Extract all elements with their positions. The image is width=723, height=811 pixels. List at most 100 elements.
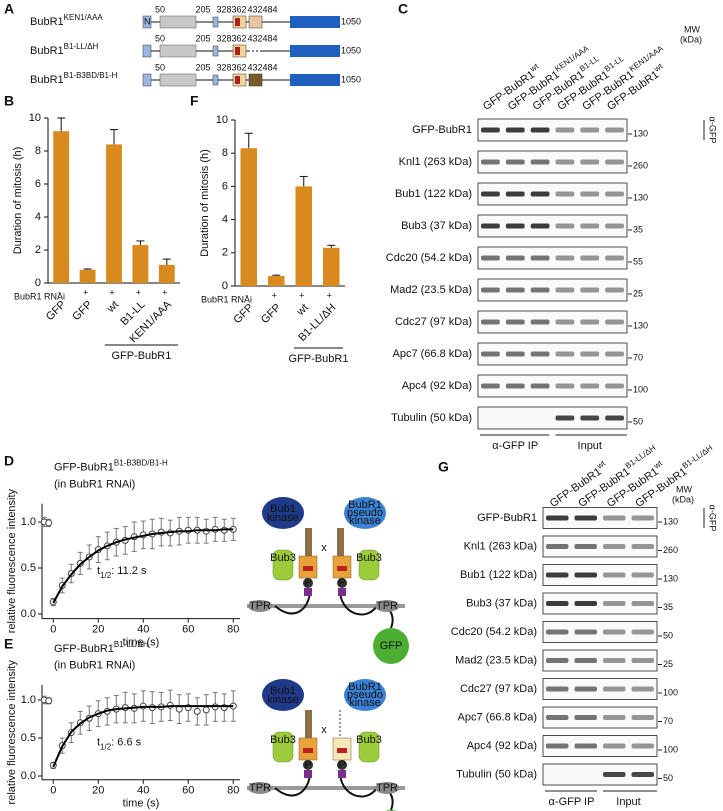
phospho-site bbox=[304, 770, 312, 778]
rnai-sign: + bbox=[109, 287, 114, 297]
y-tick-label: 2 bbox=[35, 244, 41, 256]
x-tick-label: GFP bbox=[70, 299, 94, 323]
bubr1-kinase bbox=[344, 679, 386, 711]
band bbox=[530, 351, 550, 357]
band bbox=[580, 351, 600, 357]
row-label: Bub1 (122 kDa) bbox=[395, 188, 472, 200]
y-tick-label: 8 bbox=[222, 147, 228, 159]
y-tick-label: 0.0 bbox=[21, 608, 36, 620]
b1-motif bbox=[337, 566, 347, 571]
blot-strip bbox=[477, 342, 628, 366]
mw-unit: (kDa) bbox=[672, 494, 694, 504]
band bbox=[603, 715, 626, 720]
band bbox=[574, 601, 597, 606]
band bbox=[555, 223, 575, 229]
rnai-label: BubR1 RNAi bbox=[201, 294, 252, 304]
x-tick-label: 40 bbox=[137, 624, 149, 636]
supscript: KEN1/AAA bbox=[64, 13, 104, 22]
band bbox=[555, 319, 575, 325]
tpr-label: TPR bbox=[376, 782, 398, 794]
kinase-label: Bub1 bbox=[270, 685, 296, 697]
bub3 bbox=[272, 549, 294, 581]
band bbox=[574, 686, 597, 692]
band bbox=[605, 287, 624, 293]
mw-label: 100 bbox=[663, 687, 678, 697]
y-tick-label: 6 bbox=[35, 178, 41, 190]
y-axis-label: relative fluorescence intensity bbox=[6, 660, 18, 805]
blot-strip bbox=[542, 592, 658, 615]
band bbox=[481, 383, 500, 389]
band bbox=[555, 351, 575, 357]
band bbox=[530, 159, 550, 165]
rnai-label: BubR1 RNAi bbox=[14, 291, 65, 301]
band bbox=[605, 319, 624, 325]
panel-label: G bbox=[438, 459, 449, 475]
row-label: Knl1 (263 kDa) bbox=[464, 540, 537, 552]
row-label: Bub3 (37 kDa) bbox=[466, 597, 537, 609]
band bbox=[505, 159, 525, 165]
domain-b1 bbox=[235, 76, 240, 84]
mw-label: 25 bbox=[633, 288, 643, 298]
antibody-label: α-GFP bbox=[708, 117, 718, 144]
residue: 205 bbox=[195, 62, 210, 72]
band bbox=[505, 287, 525, 293]
chart-subtitle: (in BubR1 RNAi) bbox=[54, 479, 135, 491]
band bbox=[574, 629, 597, 635]
rnai-sign: + bbox=[327, 290, 332, 300]
text-part: : 6.6 s bbox=[111, 736, 141, 748]
y-tick-label: 0 bbox=[222, 280, 228, 292]
tpr-label: TPR bbox=[249, 600, 271, 612]
x-tick-label: wt bbox=[294, 302, 311, 319]
band bbox=[481, 127, 500, 133]
phospho bbox=[337, 760, 347, 770]
band bbox=[530, 127, 550, 133]
band bbox=[574, 544, 597, 549]
panel-label: A bbox=[4, 1, 14, 17]
blot-strip bbox=[477, 278, 628, 302]
residue: 50 bbox=[155, 33, 165, 43]
band bbox=[605, 351, 624, 357]
ip-label: α-GFP IP bbox=[549, 796, 595, 808]
residue: 484 bbox=[262, 62, 277, 72]
residue: 484 bbox=[262, 33, 277, 43]
band bbox=[546, 658, 569, 663]
y-tick-label: 10 bbox=[216, 114, 228, 126]
mw-label: 50 bbox=[633, 416, 643, 426]
kinase-label: kinase bbox=[349, 515, 381, 527]
phospho-label: P bbox=[338, 577, 345, 589]
row-label: Apc4 (92 kDa) bbox=[467, 740, 537, 752]
rnai-sign: - bbox=[245, 290, 248, 300]
band bbox=[574, 743, 597, 749]
y-axis-label: Duration of mitosis (h) bbox=[199, 149, 211, 257]
y-tick-label: 0.0 bbox=[21, 770, 36, 782]
domain-n bbox=[142, 44, 152, 58]
band bbox=[481, 255, 500, 261]
band bbox=[574, 658, 597, 663]
band bbox=[580, 159, 600, 165]
residue: 50 bbox=[155, 4, 165, 14]
band bbox=[555, 191, 575, 197]
kinase-label: BubR1 bbox=[348, 499, 382, 511]
mw-unit: (kDa) bbox=[680, 34, 702, 44]
x-tick-label: 0 bbox=[50, 624, 56, 636]
bub3-label: Bub3 bbox=[356, 552, 382, 564]
band bbox=[481, 351, 500, 357]
gfp bbox=[373, 628, 409, 664]
mw-label: 260 bbox=[663, 545, 678, 555]
kinase-label: kinase bbox=[349, 697, 381, 709]
row-label: Cdc20 (54.2 kDa) bbox=[451, 626, 537, 638]
panel-label: B bbox=[4, 93, 14, 109]
residue: 484 bbox=[262, 4, 277, 14]
band bbox=[631, 572, 654, 578]
row-label: Tubulin (50 kDa) bbox=[456, 768, 537, 780]
band bbox=[631, 743, 654, 749]
row-label: Mad2 (23.5 kDa) bbox=[390, 284, 472, 296]
band bbox=[546, 715, 569, 720]
residue: 432 bbox=[247, 62, 262, 72]
band bbox=[530, 191, 550, 197]
band bbox=[505, 351, 525, 357]
b1-motif bbox=[303, 748, 313, 753]
residue: 362 bbox=[231, 33, 246, 43]
tpr bbox=[248, 782, 272, 794]
group-label: GFP-BubR1 bbox=[111, 350, 171, 362]
